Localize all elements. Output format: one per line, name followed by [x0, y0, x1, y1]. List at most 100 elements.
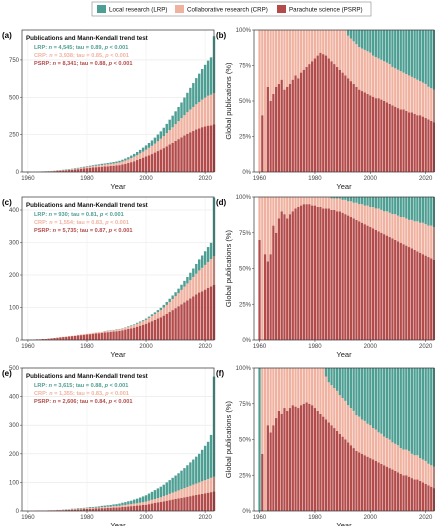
- bar-crp: [94, 165, 98, 168]
- x-tick-label: 1960: [253, 344, 267, 350]
- bar-crp: [124, 160, 127, 164]
- bar-crp: [394, 214, 397, 240]
- bar-psrp: [419, 115, 422, 172]
- bar-psrp: [316, 410, 319, 511]
- bar-psrp: [82, 168, 86, 172]
- bar-psrp: [192, 495, 195, 511]
- bar-crp: [327, 30, 330, 59]
- stats-line-lrp: LRP: n = 3,615; tau = 0.88, p < 0.001: [34, 383, 128, 389]
- bar-crp: [103, 507, 106, 509]
- bar-psrp: [168, 144, 171, 172]
- bar-crp: [333, 198, 336, 210]
- bar-psrp: [150, 321, 154, 340]
- bar-psrp: [383, 101, 386, 172]
- bar-crp: [366, 205, 369, 226]
- bar-crp: [410, 453, 413, 479]
- bar-crp: [394, 68, 397, 107]
- bar-crp: [97, 165, 101, 168]
- bar-psrp: [396, 241, 400, 340]
- bar-crp: [206, 262, 210, 288]
- x-tick-label: 1980: [308, 344, 322, 350]
- bar-psrp: [165, 314, 168, 340]
- bar-lrp: [192, 268, 195, 277]
- bar-lrp: [374, 197, 377, 209]
- bar-lrp: [427, 197, 430, 226]
- legend-swatch-psrp: [277, 5, 286, 13]
- bar-psrp: [277, 83, 281, 172]
- x-tick-label: 1960: [253, 515, 267, 521]
- bar-lrp: [419, 368, 422, 459]
- y-tick-label: 0: [16, 338, 20, 344]
- bar-crp: [330, 198, 333, 210]
- bar-crp: [319, 30, 322, 53]
- bar-crp: [416, 79, 419, 116]
- bar-crp: [385, 438, 389, 467]
- stats-text-part: LRP:: [34, 45, 49, 51]
- bar-crp: [352, 410, 355, 449]
- bar-crp: [424, 83, 427, 119]
- bar-lrp: [413, 30, 416, 79]
- chart-panel: 0% 25% 50% 75% 100% 1960 1980 2000 2020 Year Globa…: [216, 195, 435, 359]
- bar-lrp: [127, 157, 130, 160]
- bar-crp: [82, 167, 86, 169]
- bar-lrp: [203, 64, 207, 98]
- bar-crp: [352, 41, 355, 84]
- bar-crp: [183, 115, 186, 136]
- bar-lrp: [127, 501, 130, 505]
- bar-lrp: [330, 368, 333, 386]
- bar-crp: [258, 197, 261, 240]
- bar-psrp: [419, 252, 422, 340]
- stats-text-part: n: [49, 45, 53, 51]
- bar-crp: [424, 460, 427, 484]
- bar-lrp: [385, 30, 389, 63]
- bar-psrp: [380, 232, 383, 340]
- bar-lrp: [124, 502, 127, 505]
- legend-swatch-crp: [175, 5, 184, 13]
- bar-lrp: [371, 197, 375, 208]
- bar-lrp: [366, 368, 369, 424]
- bar-psrp: [94, 508, 98, 511]
- legend-label-lrp: Local research (LRP): [109, 7, 167, 14]
- bar-lrp: [407, 368, 411, 451]
- bar-psrp: [286, 410, 289, 511]
- bar-crp: [150, 145, 154, 155]
- bar-psrp: [53, 338, 56, 340]
- bar-crp: [76, 168, 80, 170]
- bar-crp: [302, 30, 305, 70]
- bar-psrp: [82, 509, 86, 511]
- bar-crp: [396, 215, 400, 242]
- bar-crp: [391, 214, 394, 239]
- bar-lrp: [405, 368, 408, 450]
- bar-crp: [344, 400, 347, 440]
- bar-lrp: [130, 325, 133, 327]
- stats-text-part: PSRP:: [34, 399, 53, 405]
- bar-psrp: [258, 239, 261, 340]
- bar-psrp: [147, 504, 151, 511]
- bar-psrp: [97, 508, 101, 511]
- bar-crp: [327, 197, 330, 209]
- x-axis-label: Year: [336, 182, 352, 191]
- bar-lrp: [97, 506, 101, 508]
- bar-crp: [341, 199, 344, 213]
- bar-lrp: [183, 468, 186, 489]
- bar-lrp: [413, 368, 416, 456]
- bar-lrp: [144, 495, 148, 502]
- bar-psrp: [407, 112, 411, 172]
- stats-text-part: p: [108, 61, 113, 67]
- bar-lrp: [118, 503, 121, 506]
- bar-lrp: [391, 368, 394, 443]
- bar-psrp: [141, 157, 145, 172]
- bar-crp: [97, 332, 101, 334]
- stats-text-part: LRP:: [34, 383, 49, 389]
- bar-psrp: [62, 337, 65, 340]
- bar-psrp: [324, 419, 328, 511]
- bar-psrp: [316, 207, 319, 340]
- x-tick-label: 1980: [80, 515, 94, 521]
- bar-psrp: [153, 152, 157, 172]
- plot-frame: [253, 29, 435, 173]
- bar-psrp: [272, 225, 275, 340]
- bar-lrp: [121, 159, 124, 162]
- bar-crp: [144, 501, 148, 505]
- bar-crp: [374, 208, 377, 230]
- bar-lrp: [180, 102, 183, 119]
